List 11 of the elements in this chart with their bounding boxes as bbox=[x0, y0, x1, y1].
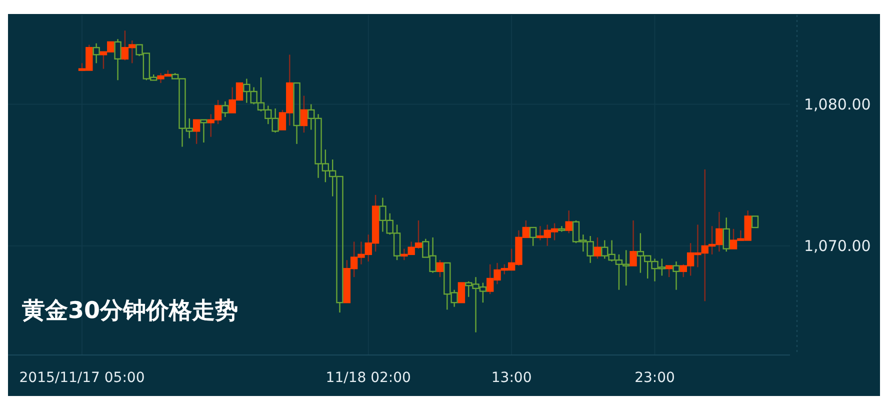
candlestick bbox=[222, 100, 229, 118]
x-tick-label: 13:00 bbox=[491, 370, 532, 386]
text: 黄金30分钟价格走势 bbox=[21, 298, 238, 324]
x-tick-label: 11/18 02:00 bbox=[326, 370, 411, 386]
candlestick bbox=[114, 38, 122, 81]
x-tick-label: 23:00 bbox=[634, 370, 675, 386]
candlestick bbox=[672, 260, 680, 290]
x-tick-label: 2015/11/17 05:00 bbox=[19, 370, 145, 386]
y-tick-label: 1,070.00 bbox=[804, 237, 871, 256]
y-tick-label: 1,080.00 bbox=[804, 96, 871, 114]
candlestick bbox=[92, 42, 100, 64]
